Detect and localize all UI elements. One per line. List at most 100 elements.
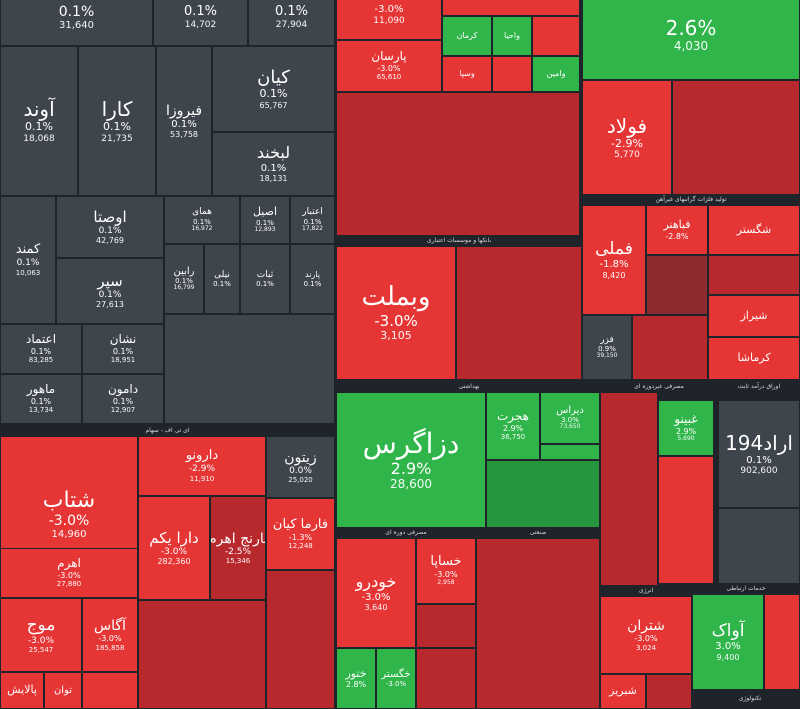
stock-tile[interactable]: خساپا -3.0% 2,958: [416, 538, 476, 604]
stock-tile[interactable]: فزر 0.9% 39,150: [582, 315, 632, 380]
stock-tile[interactable]: فباهنر -2.8%: [646, 205, 708, 255]
small-stock-cluster[interactable]: [764, 594, 800, 690]
stock-tile[interactable]: آواک 3.0% 9,400: [692, 594, 764, 690]
tile-change: 0.1%: [98, 289, 122, 300]
small-stock-cluster[interactable]: [336, 92, 580, 236]
small-stock-cluster[interactable]: [486, 460, 600, 528]
stock-tile[interactable]: پارسان -3.0% 65,610: [336, 40, 442, 92]
small-stock-cluster[interactable]: [708, 255, 800, 295]
filler-tile[interactable]: [532, 16, 580, 56]
stock-tile[interactable]: غبینو 2.9% 5,690: [658, 400, 714, 456]
stock-tile[interactable]: شبریز: [600, 674, 646, 709]
stock-tile[interactable]: توان: [44, 672, 82, 709]
tile-name: فولاد: [606, 113, 648, 138]
stock-tile[interactable]: پارند 0.1%: [290, 244, 335, 314]
small-stock-cluster[interactable]: [646, 255, 708, 315]
stock-tile[interactable]: نیلی 0.1%: [204, 244, 240, 314]
stock-tile[interactable]: شگستر: [708, 205, 800, 255]
small-stock-cluster[interactable]: [600, 392, 658, 586]
filler-tile[interactable]: [492, 56, 532, 92]
tile-price: 65,610: [376, 73, 402, 82]
stock-tile[interactable]: 2.6% 4,030: [582, 0, 800, 80]
stock-tile[interactable]: ثبات 0.1%: [240, 244, 290, 314]
stock-tile[interactable]: شتران -3.0% 3,024: [600, 596, 692, 674]
tile-change: 0.1%: [213, 280, 231, 289]
stock-tile[interactable]: آوند 0.1% 18,068: [0, 46, 78, 196]
stock-tile[interactable]: آگاس -3.0% 185,858: [82, 598, 138, 672]
small-stock-cluster[interactable]: [416, 648, 476, 709]
tile-price: 18,068: [23, 133, 55, 144]
stock-tile[interactable]: فارما کیان -1.3% 12,248: [266, 498, 335, 570]
stock-tile[interactable]: فملی -1.8% 8,420: [582, 205, 646, 315]
stock-tile[interactable]: اراد194 0.1% 902,600: [718, 400, 800, 508]
tile-change: 2.8%: [345, 680, 367, 690]
section-header-consumer-cyclical: مصرفی دوره ای: [336, 528, 476, 538]
stock-tile[interactable]: اصیل 0.1% 12,893: [240, 196, 290, 244]
tile-change: 0.1%: [98, 225, 122, 236]
stock-tile[interactable]: زیتون 0.0% 25,020: [266, 436, 335, 498]
stock-tile[interactable]: شیراز: [708, 295, 800, 337]
stock-tile[interactable]: 0.1% 27,904: [248, 0, 335, 46]
stock-tile[interactable]: دزاگرس 2.9% 28,600: [336, 392, 486, 528]
stock-tile[interactable]: اعتماد 0.1% 83,285: [0, 324, 82, 374]
tile-change: 0.1%: [171, 118, 197, 130]
stock-tile[interactable]: وسپا: [442, 56, 492, 92]
stock-tile[interactable]: پالایش: [0, 672, 44, 709]
tile-change: -3.0%: [634, 634, 658, 644]
small-stock-cluster[interactable]: [416, 604, 476, 648]
stock-tile[interactable]: اوصتا 0.1% 42,769: [56, 196, 164, 258]
small-etf-cluster[interactable]: [164, 314, 335, 424]
stock-tile[interactable]: کرماشا: [708, 337, 800, 380]
stock-tile[interactable]: دامون 0.1% 12,907: [82, 374, 164, 424]
filler-tile[interactable]: [540, 444, 600, 460]
filler-tile[interactable]: [442, 0, 580, 16]
stock-tile[interactable]: 0.1% 31,640: [0, 0, 153, 46]
stock-tile[interactable]: خودرو -3.0% 3,640: [336, 538, 416, 648]
tile-price: 28,600: [390, 477, 432, 492]
small-stock-cluster[interactable]: [672, 80, 800, 195]
stock-tile[interactable]: -3.0% 11,090: [336, 0, 442, 40]
stock-tile[interactable]: لبخند 0.1% 18,131: [212, 132, 335, 196]
stock-tile[interactable]: فیروزا 0.1% 53,758: [156, 46, 212, 196]
stock-tile[interactable]: ماهور 0.1% 13,734: [0, 374, 82, 424]
stock-tile[interactable]: سپر 0.1% 27,613: [56, 258, 164, 324]
stock-tile[interactable]: هجرت 2.9% 36,750: [486, 392, 540, 460]
stock-tile[interactable]: نارنج اهرم -2.5% 15,346: [210, 496, 266, 600]
filler-tile[interactable]: [82, 672, 138, 709]
stock-tile[interactable]: موج -3.0% 25,547: [0, 598, 82, 672]
stock-tile[interactable]: دیراس 3.0% 73,650: [540, 392, 600, 444]
small-stock-cluster[interactable]: [632, 315, 708, 380]
stock-tile[interactable]: دارونو -2.9% 11,910: [138, 436, 266, 496]
stock-tile[interactable]: ختور 2.8%: [336, 648, 376, 709]
small-stock-cluster[interactable]: [658, 456, 714, 584]
stock-tile[interactable]: نشان 0.1% 18,951: [82, 324, 164, 374]
stock-tile[interactable]: کارا 0.1% 21,735: [78, 46, 156, 196]
filler-tile[interactable]: [646, 674, 692, 709]
tile-change: -3.0%: [361, 591, 391, 603]
stock-tile[interactable]: وبملت -3.0% 3,105: [336, 246, 456, 380]
stock-tile[interactable]: اعتبار 0.1% 17,822: [290, 196, 335, 244]
stock-tile[interactable]: کرمان: [442, 16, 492, 56]
stock-tile[interactable]: رابین 0.1% 16,799: [164, 244, 204, 314]
stock-tile[interactable]: 0.1% 14,702: [153, 0, 248, 46]
section-header-fixed-income: اوراق درآمد ثابت: [718, 382, 800, 392]
tile-price: 12,248: [288, 542, 313, 551]
stock-tile[interactable]: اهرم -3.0% 27,880: [0, 548, 138, 598]
small-stock-cluster[interactable]: [476, 538, 600, 709]
stock-tile[interactable]: کمند 0.1% 10,063: [0, 196, 56, 324]
tile-change: 0.1%: [183, 4, 218, 20]
stock-tile[interactable]: فولاد -2.9% 5,770: [582, 80, 672, 195]
stock-tile[interactable]: کیان 0.1% 65,767: [212, 46, 335, 132]
stock-tile[interactable]: همای 0.1% 16,972: [164, 196, 240, 244]
small-bond-cluster[interactable]: [718, 508, 800, 584]
small-stock-cluster[interactable]: [456, 246, 582, 380]
small-stock-cluster[interactable]: [138, 600, 266, 709]
tile-name: ثبات: [256, 269, 274, 280]
stock-tile[interactable]: وامین: [532, 56, 580, 92]
tile-price: 3,640: [364, 603, 388, 613]
stock-tile[interactable]: خگستر -3.0%: [376, 648, 416, 709]
stock-tile[interactable]: دارا یکم -3.0% 282,360: [138, 496, 210, 600]
small-stock-cluster[interactable]: [266, 570, 335, 709]
tile-name: رابین: [173, 265, 195, 277]
stock-tile[interactable]: واحیا: [492, 16, 532, 56]
